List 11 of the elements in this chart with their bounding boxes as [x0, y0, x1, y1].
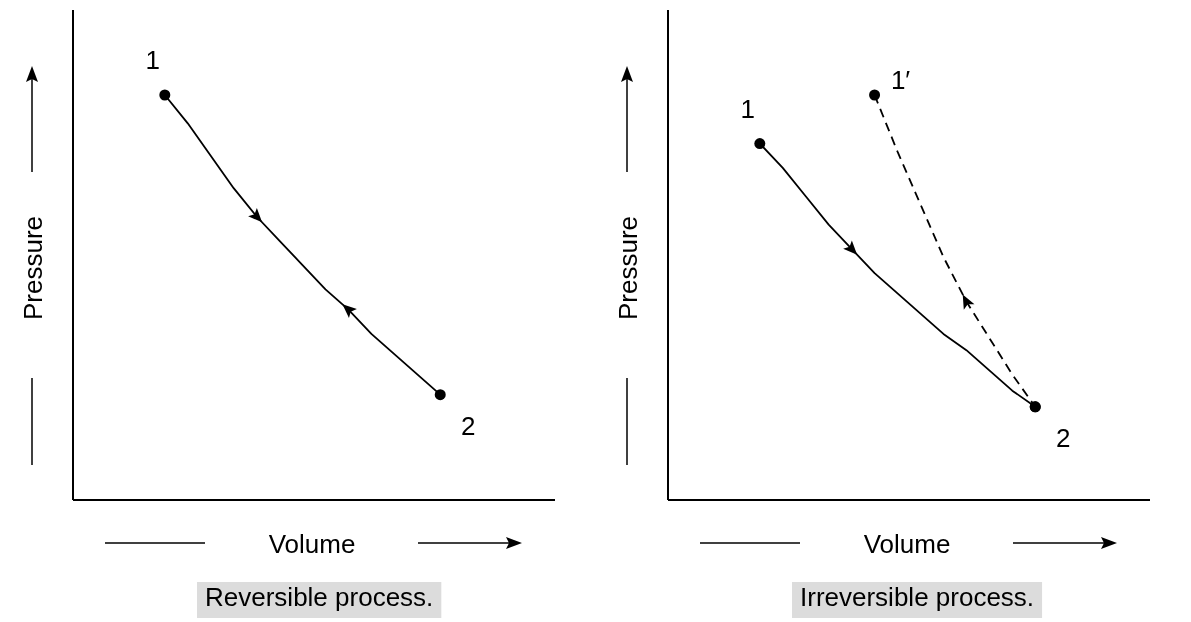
annotation: 1: [740, 93, 756, 124]
text: 1: [145, 45, 161, 75]
annotation: 2: [1056, 422, 1071, 453]
x-axis-title: Volume: [863, 529, 951, 559]
y-axis-title: Pressure: [18, 215, 48, 321]
annotation: 1′: [890, 65, 911, 95]
text: Reversible process.: [205, 582, 434, 612]
y-axis-title: Pressure: [613, 215, 643, 321]
x-axis-title: Volume: [268, 529, 356, 559]
text: Irreversible process.: [800, 582, 1035, 612]
annotation: 2: [461, 410, 476, 441]
